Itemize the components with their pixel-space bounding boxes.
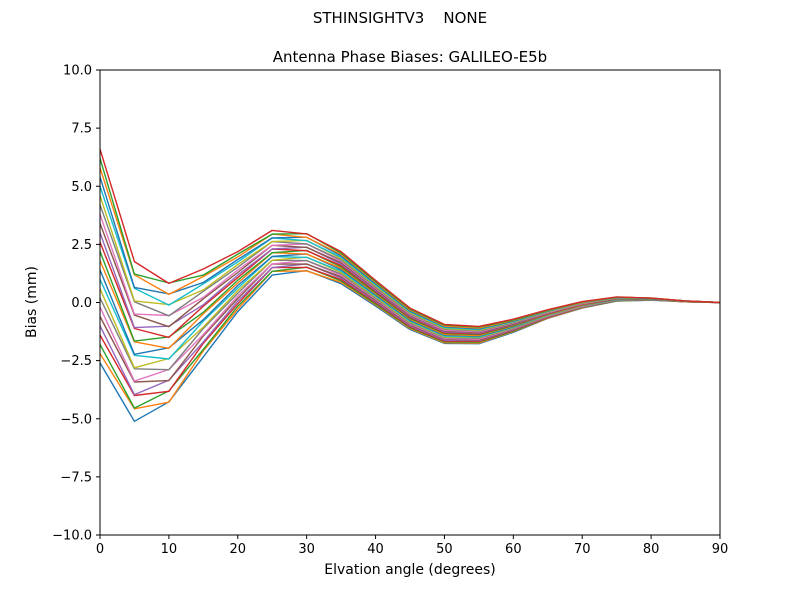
axes-title: Antenna Phase Biases: GALILEO-E5b: [273, 48, 547, 66]
y-tick-label: 10.0: [63, 64, 92, 79]
x-tick-label: 90: [712, 542, 729, 557]
series-line: [100, 148, 720, 328]
series-lines: [100, 148, 720, 422]
axis-ticks: 0 10 20 30 40 50 60 70 80 90 −10.0 −7.5 −5.0 −2.5 0.0 2…: [52, 64, 728, 558]
y-tick-label: 2.5: [71, 238, 92, 253]
y-tick-label: −7.5: [60, 470, 92, 485]
y-tick-label: 5.0: [71, 180, 92, 195]
x-tick-label: 20: [230, 542, 247, 557]
x-axis-label: Elvation angle (degrees): [324, 562, 495, 578]
y-tick-label: −10.0: [52, 529, 92, 544]
x-tick-label: 50: [436, 542, 453, 557]
x-tick-label: 70: [574, 542, 591, 557]
y-tick-label: 7.5: [71, 122, 92, 137]
plot-area: [100, 70, 720, 535]
x-tick-label: 80: [643, 542, 660, 557]
figure-suptitle: STHINSIGHTV3 NONE: [313, 9, 487, 27]
y-tick-label: −2.5: [60, 354, 92, 369]
x-tick-label: 0: [96, 542, 104, 557]
x-tick-label: 30: [298, 542, 315, 557]
y-axis-label: Bias (mm): [24, 266, 40, 338]
x-tick-label: 60: [505, 542, 522, 557]
y-tick-label: 0.0: [71, 296, 92, 311]
x-tick-label: 10: [161, 542, 178, 557]
x-tick-label: 40: [367, 542, 384, 557]
y-tick-label: −5.0: [60, 412, 92, 427]
